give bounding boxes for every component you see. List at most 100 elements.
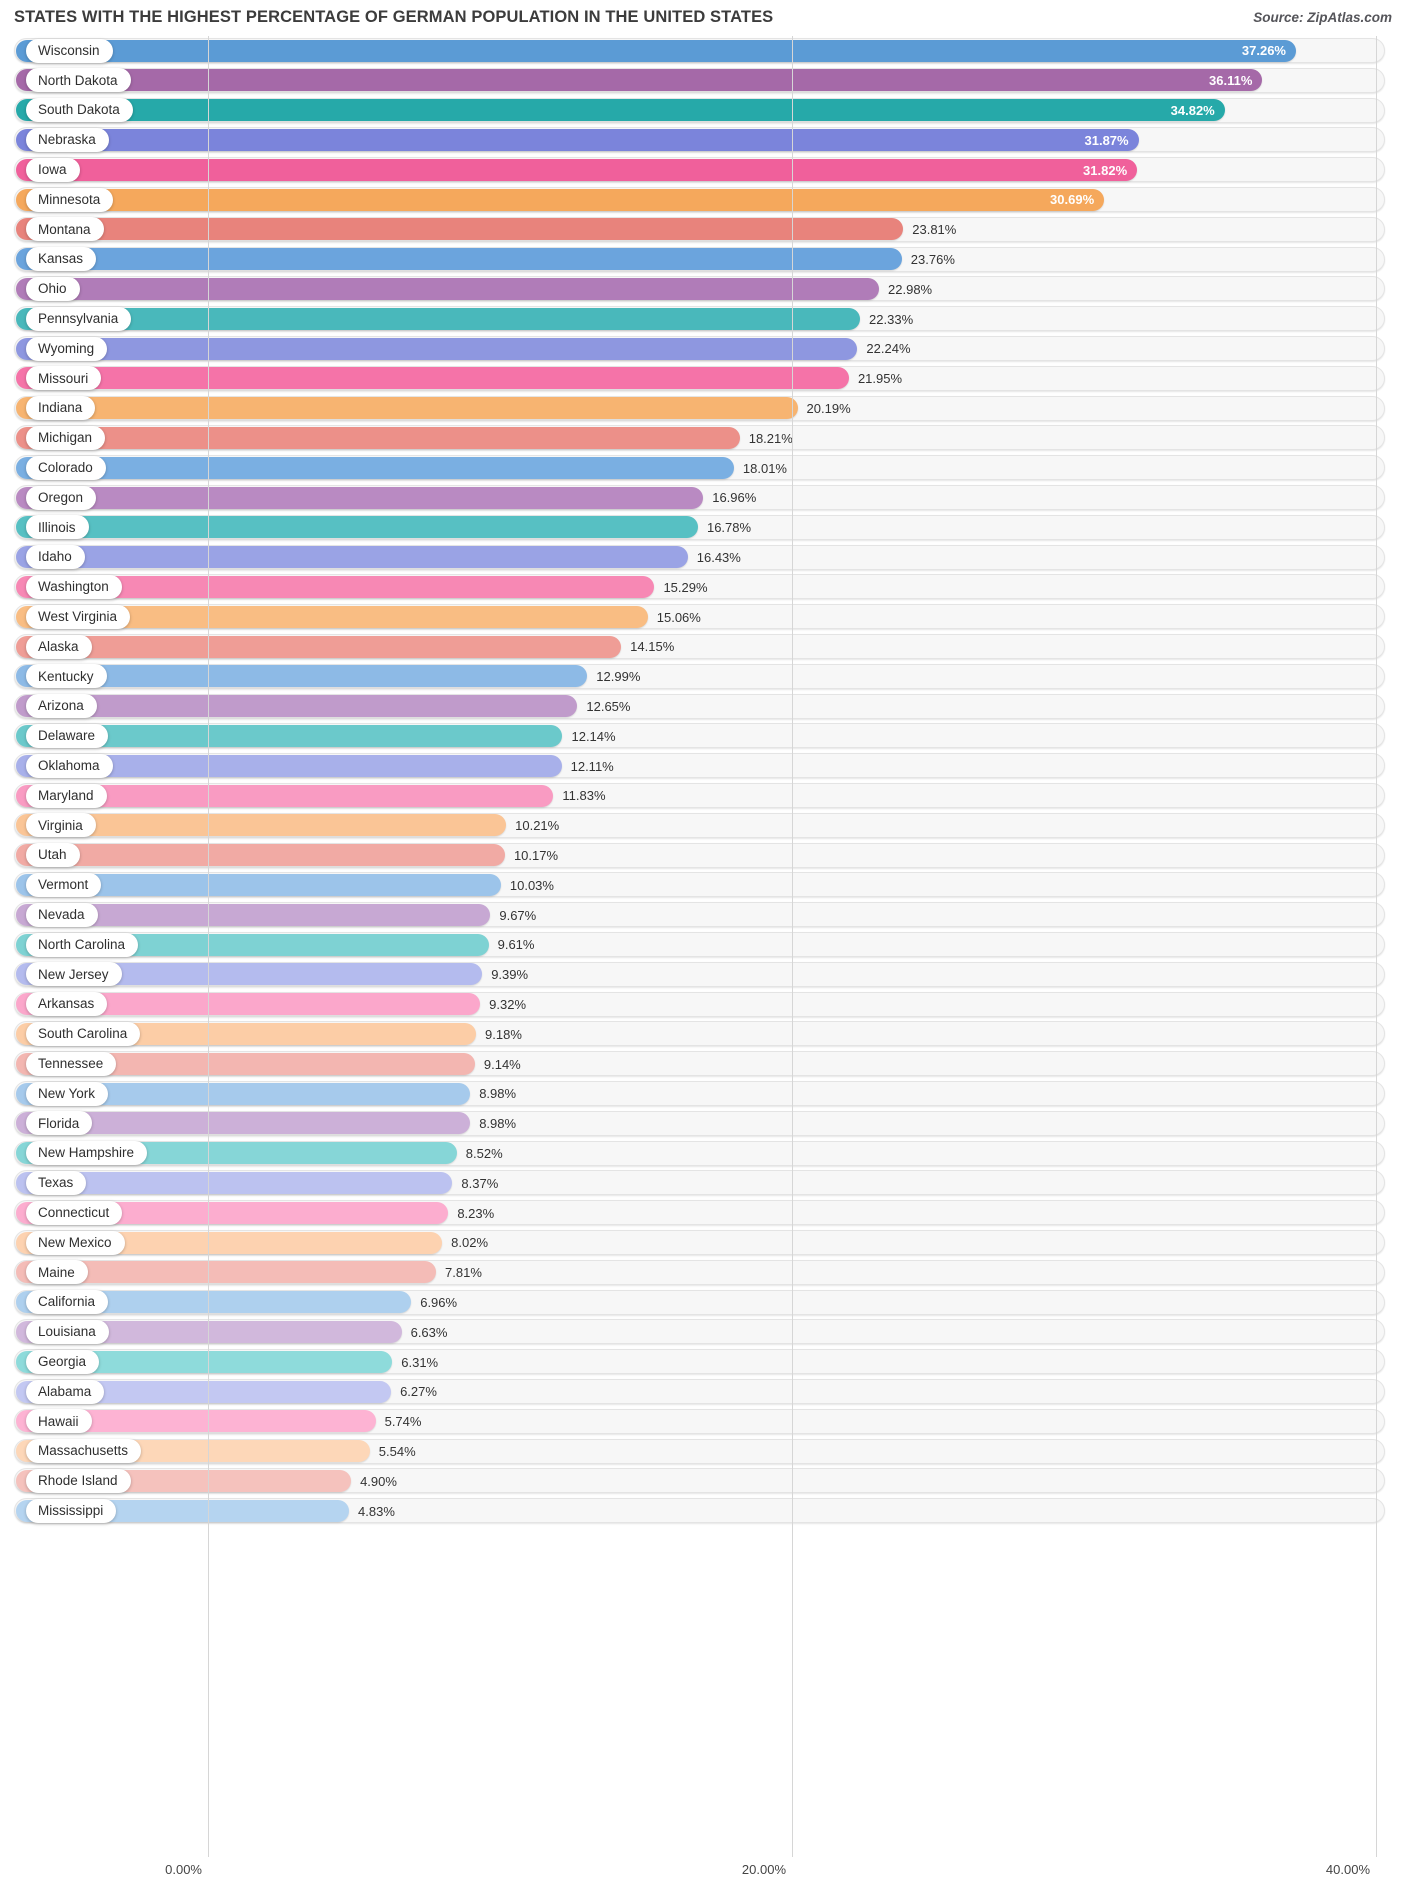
- bar-label-pill[interactable]: Wisconsin: [26, 38, 113, 63]
- bar[interactable]: [16, 754, 562, 777]
- bar-label-pill[interactable]: New York: [26, 1081, 109, 1106]
- bar[interactable]: [16, 367, 849, 390]
- bar-label-pill[interactable]: Oklahoma: [26, 753, 113, 778]
- bar[interactable]: [16, 695, 578, 718]
- bar[interactable]: [16, 1201, 449, 1224]
- bar[interactable]: [16, 814, 507, 837]
- bar[interactable]: [16, 575, 655, 598]
- bar[interactable]: [16, 665, 588, 688]
- bar[interactable]: [16, 784, 554, 807]
- bar[interactable]: [16, 188, 1105, 211]
- bar-label-pill[interactable]: Kentucky: [26, 664, 107, 689]
- bar-label-pill[interactable]: Alabama: [26, 1379, 105, 1404]
- bar-label-pill[interactable]: Kansas: [26, 247, 97, 272]
- bar-label-pill[interactable]: Arizona: [26, 694, 97, 719]
- bar[interactable]: [16, 516, 698, 539]
- bar-label-pill[interactable]: North Carolina: [26, 932, 139, 957]
- bar-label-pill[interactable]: Pennsylvania: [26, 306, 132, 331]
- bar[interactable]: [16, 337, 858, 360]
- bar[interactable]: [16, 218, 904, 241]
- bar-label-pill[interactable]: Utah: [26, 843, 80, 868]
- bar[interactable]: [16, 1052, 475, 1075]
- bar-label-pill[interactable]: Delaware: [26, 723, 109, 748]
- bar[interactable]: [16, 39, 1296, 62]
- bar-label-pill[interactable]: New Jersey: [26, 962, 122, 987]
- bar-label-pill[interactable]: Texas: [26, 1170, 87, 1195]
- bar-label-pill[interactable]: Oregon: [26, 485, 97, 510]
- bar-label-pill[interactable]: Tennessee: [26, 1051, 117, 1076]
- bar[interactable]: [16, 426, 740, 449]
- bar[interactable]: [16, 1410, 376, 1433]
- bar[interactable]: [16, 99, 1225, 122]
- bar-label-pill[interactable]: Maryland: [26, 783, 107, 808]
- bar[interactable]: [16, 903, 491, 926]
- value-label: 23.76%: [910, 251, 955, 267]
- bar[interactable]: [16, 456, 734, 479]
- bar-label-pill[interactable]: Vermont: [26, 872, 102, 897]
- bar[interactable]: [16, 1291, 412, 1314]
- bar[interactable]: [16, 605, 648, 628]
- bar[interactable]: [16, 277, 880, 300]
- bar-label-pill[interactable]: Louisiana: [26, 1319, 109, 1344]
- bar[interactable]: [16, 873, 501, 896]
- bar-label-pill[interactable]: New Mexico: [26, 1230, 125, 1255]
- bar[interactable]: [16, 993, 481, 1016]
- bar-label-pill[interactable]: Illinois: [26, 515, 89, 540]
- bar-label-pill[interactable]: Colorado: [26, 455, 106, 480]
- bar-label-pill[interactable]: Ohio: [26, 276, 80, 301]
- bar-label-pill[interactable]: Hawaii: [26, 1409, 92, 1434]
- bar-row: New York 8.98%: [0, 1079, 1406, 1109]
- bar[interactable]: [16, 963, 483, 986]
- bar-label-pill[interactable]: West Virginia: [26, 604, 131, 629]
- bar[interactable]: [16, 1350, 393, 1373]
- bar-label-pill[interactable]: Alaska: [26, 634, 92, 659]
- bar[interactable]: [16, 486, 704, 509]
- bar-label-pill[interactable]: Idaho: [26, 545, 85, 570]
- bar-label-pill[interactable]: Montana: [26, 217, 104, 242]
- bar[interactable]: [16, 1112, 471, 1135]
- bar[interactable]: [16, 1380, 392, 1403]
- bar-label-pill[interactable]: Florida: [26, 1111, 93, 1136]
- bar-label-pill[interactable]: California: [26, 1290, 109, 1315]
- bar-label-pill[interactable]: Mississippi: [26, 1498, 117, 1523]
- bar[interactable]: [16, 1261, 437, 1284]
- bar-row: Nebraska 31.87%: [0, 125, 1406, 155]
- bar[interactable]: [16, 248, 902, 271]
- bar-label-pill[interactable]: Massachusetts: [26, 1439, 142, 1464]
- bar-label-pill[interactable]: Virginia: [26, 813, 96, 838]
- bar-row: New Hampshire 8.52%: [0, 1139, 1406, 1169]
- value-label: 6.96%: [420, 1294, 458, 1310]
- bar-label-pill[interactable]: Maine: [26, 1260, 88, 1285]
- bar-label-pill[interactable]: Wyoming: [26, 336, 108, 361]
- bar[interactable]: [16, 635, 622, 658]
- bar[interactable]: [16, 1082, 471, 1105]
- bar-label-pill[interactable]: Arkansas: [26, 992, 108, 1017]
- bar[interactable]: [16, 546, 688, 569]
- bar[interactable]: [16, 128, 1139, 151]
- bar-label-pill[interactable]: Washington: [26, 574, 122, 599]
- bar-label-pill[interactable]: Georgia: [26, 1349, 100, 1374]
- bar-label-pill[interactable]: Connecticut: [26, 1200, 123, 1225]
- bar[interactable]: [16, 397, 798, 420]
- bar[interactable]: [16, 724, 563, 747]
- bar-label-pill[interactable]: Nebraska: [26, 127, 109, 152]
- bar-label-pill[interactable]: New Hampshire: [26, 1141, 148, 1166]
- bar[interactable]: [16, 307, 861, 330]
- bar[interactable]: [16, 844, 505, 867]
- bar[interactable]: [16, 1171, 453, 1194]
- bar-label-pill[interactable]: Nevada: [26, 902, 98, 927]
- bar[interactable]: [16, 69, 1263, 92]
- bar-row: Alabama 6.27%: [0, 1377, 1406, 1407]
- bar-label-pill[interactable]: South Carolina: [26, 1021, 141, 1046]
- value-label: 36.11%: [1209, 73, 1253, 89]
- bar[interactable]: [16, 158, 1138, 181]
- bar-label-pill[interactable]: Rhode Island: [26, 1468, 131, 1493]
- chart-plot-area: Wisconsin 37.26% North Dakota 36.11% South D…: [0, 36, 1406, 1857]
- bar-label-pill[interactable]: Indiana: [26, 396, 96, 421]
- bar-label-pill[interactable]: Iowa: [26, 157, 80, 182]
- bar-label-pill[interactable]: North Dakota: [26, 68, 131, 93]
- bar-label-pill[interactable]: Michigan: [26, 425, 106, 450]
- bar-label-pill[interactable]: South Dakota: [26, 98, 133, 123]
- bar-label-pill[interactable]: Minnesota: [26, 187, 114, 212]
- bar-label-pill[interactable]: Missouri: [26, 366, 102, 391]
